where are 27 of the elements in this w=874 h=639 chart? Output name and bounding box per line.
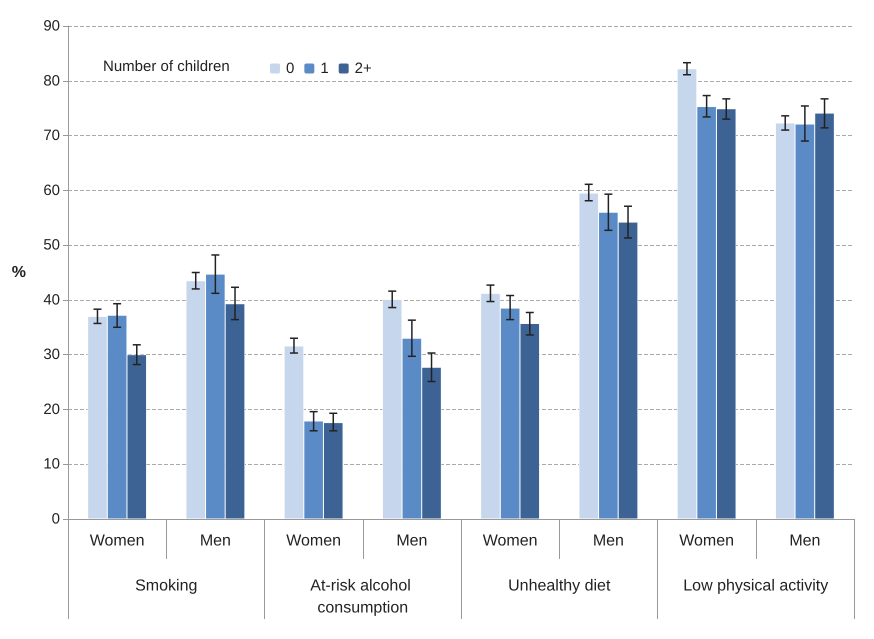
x-tick-label: Women xyxy=(482,532,538,550)
x-tick-label: Men xyxy=(200,532,231,550)
y-axis-title: % xyxy=(12,264,26,281)
legend-label: 0 xyxy=(286,60,294,77)
y-tick-label: 40 xyxy=(43,291,60,308)
text: At-risk alcohol consumption xyxy=(310,578,416,616)
text: Smoking xyxy=(135,578,198,594)
y-tick-label: 90 xyxy=(43,18,60,34)
x-tick-label: Women xyxy=(679,532,734,550)
x-tick-label: Women xyxy=(286,532,342,550)
x-tick-label: Men xyxy=(592,532,624,550)
y-tick-label: 70 xyxy=(43,127,60,144)
y-tick-label: 80 xyxy=(43,72,60,90)
x-tick-label: Men xyxy=(789,532,820,550)
text: Low physical activity xyxy=(683,578,828,594)
x-tick-label: Men xyxy=(396,532,428,550)
y-tick-label: 50 xyxy=(43,236,60,254)
legend-title: Number of children xyxy=(103,58,230,75)
y-tick-label: 0 xyxy=(52,510,60,528)
legend-label: 1 xyxy=(320,60,329,77)
y-tick-label: 30 xyxy=(43,346,60,364)
y-tick-label: 60 xyxy=(43,182,60,199)
text: Unhealthy diet xyxy=(508,578,611,594)
x-tick-label: Women xyxy=(90,532,145,550)
y-tick-label: 10 xyxy=(43,456,60,473)
y-tick-label: 20 xyxy=(43,400,60,418)
legend-label: 2+ xyxy=(354,60,372,77)
